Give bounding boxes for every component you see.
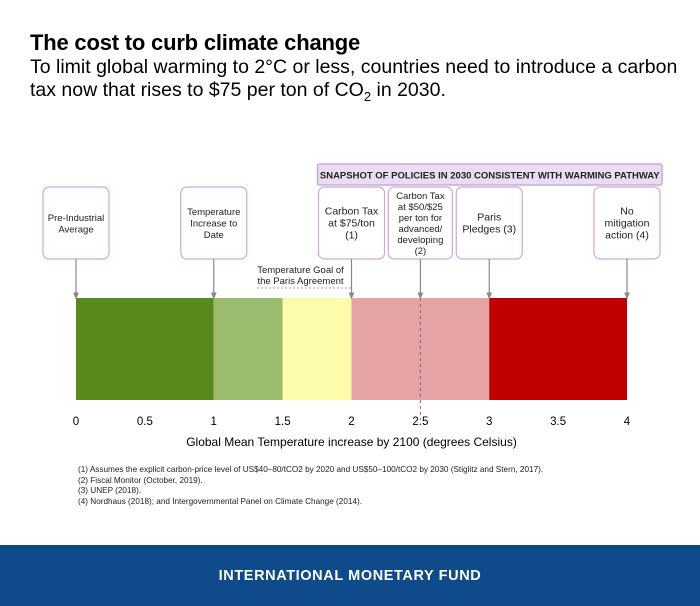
marker-label: (2) — [415, 246, 427, 257]
subtitle-text-end: in 2030. — [371, 79, 446, 101]
x-tick-label: 1 — [211, 416, 217, 428]
marker-label: per ton for — [399, 213, 442, 224]
marker-label: developing — [397, 235, 443, 246]
marker-label: Carbon Tax — [396, 191, 445, 202]
footnotes: (1) Assumes the explicit carbon-price le… — [78, 465, 543, 507]
x-tick-label: 1.5 — [275, 416, 291, 428]
subtitle-subscript: 2 — [363, 88, 372, 104]
marker-label: Carbon Tax — [325, 206, 379, 218]
x-tick-label: 2.5 — [412, 416, 428, 428]
x-axis-label: Global Mean Temperature increase by 2100… — [186, 435, 517, 449]
marker-label: Date — [204, 230, 224, 241]
marker-label: (1) — [345, 230, 358, 242]
bar-segment — [282, 298, 352, 400]
x-tick-label: 0 — [73, 416, 79, 428]
x-tick-label: 0.5 — [137, 416, 153, 428]
marker-label: Temperature — [187, 207, 240, 218]
marker-label: Average — [58, 224, 93, 235]
paris-goal-label: the Paris Agreement — [257, 276, 343, 287]
marker-label: at $50/$25 — [398, 202, 443, 213]
marker-label: Pre-Industrial — [48, 213, 105, 224]
bar-segment — [76, 298, 214, 400]
footnote: (3) UNEP (2018). — [78, 486, 142, 496]
x-tick-label: 3 — [486, 416, 492, 428]
marker-label: Paris — [477, 212, 501, 224]
chart-title: The cost to curb climate change — [30, 30, 360, 55]
paris-goal-label: Temperature Goal of — [257, 265, 344, 276]
footer-banner: INTERNATIONAL MONETARY FUND — [0, 545, 700, 606]
x-tick-label: 3.5 — [550, 416, 566, 428]
snapshot-box — [316, 163, 663, 186]
snapshot-label: SNAPSHOT OF POLICIES IN 2030 CONSISTENT … — [320, 171, 660, 182]
marker-label: No — [620, 206, 634, 218]
bar-segment — [489, 298, 627, 400]
footnote: (4) Nordhaus (2018); and Intergovernment… — [78, 496, 362, 506]
bar-segment — [213, 298, 283, 400]
footer-org: INTERNATIONAL MONETARY FUND — [218, 567, 482, 584]
marker-label: advanced/ — [398, 224, 442, 235]
footnote: (2) Fiscal Monitor (October, 2019). — [78, 475, 203, 485]
temperature-chart: SNAPSHOT OF POLICIES IN 2030 CONSISTENT … — [42, 163, 663, 449]
marker-label: at $75/ton — [328, 218, 375, 230]
x-tick-label: 2 — [348, 416, 354, 428]
chart-subtitle: To limit global warming to 2°C or less, … — [30, 56, 680, 108]
marker-label: action (4) — [605, 230, 649, 242]
subtitle-text: To limit global warming to 2°C or less, … — [30, 56, 678, 101]
footnote: (1) Assumes the explicit carbon-price le… — [78, 465, 544, 474]
marker-label: Increase to — [190, 219, 237, 230]
marker-label: mitigation — [605, 218, 650, 230]
marker-label: Pledges (3) — [462, 224, 516, 236]
x-tick-label: 4 — [624, 416, 631, 428]
